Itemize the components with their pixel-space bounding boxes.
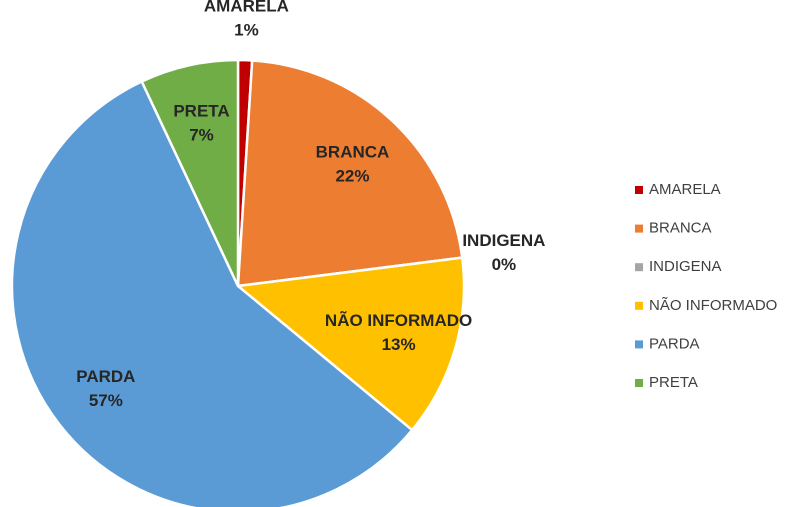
legend-swatch [635,186,643,194]
legend-swatch [635,340,643,349]
data-label: 57% [89,391,123,410]
data-label: 22% [335,167,369,186]
pie-slice [236,256,466,432]
legend-label: BRANCA [649,220,712,237]
pie-slice [10,80,414,507]
data-label-name: PRETA [173,101,229,120]
data-label: 13% [382,335,416,354]
data-label: 0% [492,255,517,274]
data-label-name: PARDA [76,367,135,386]
data-label: 7% [189,125,214,144]
legend-swatch [635,379,643,387]
legend-swatch [635,263,643,272]
legend-label: PARDA [649,335,700,352]
legend-label: AMARELA [649,181,721,198]
pie-slice [236,59,464,288]
legend-swatch [635,301,643,310]
pie-slice [140,58,240,288]
data-label-name: INDIGENA [462,231,545,250]
data-label: 1% [234,21,259,40]
legend-label: PRETA [649,374,698,391]
legend-label: NÃO INFORMADO [649,297,777,314]
data-label-name: AMARELA [204,0,289,16]
data-label-name: NÃO INFORMADO [325,310,472,330]
data-label-name: BRANCA [316,143,390,162]
legend-label: INDIGENA [649,258,722,275]
legend-swatch [635,224,643,233]
